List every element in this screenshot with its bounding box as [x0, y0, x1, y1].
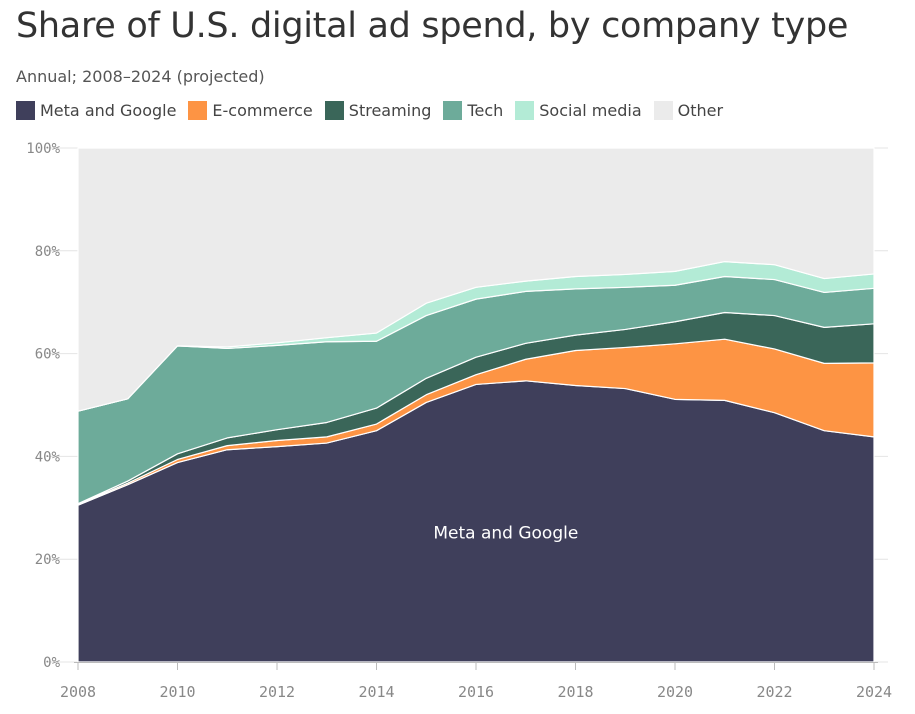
legend-label: Tech: [467, 101, 504, 120]
area-series: [77, 147, 875, 663]
x-axis: 2008 2010 2012 2014 2016 2018 2020 2022 2024: [60, 662, 892, 701]
y-tick-label: 100%: [26, 141, 60, 157]
x-tick-label: 2016: [458, 683, 494, 701]
y-tick-label: 0%: [43, 655, 60, 671]
legend-swatch: [16, 101, 35, 120]
legend-label: Streaming: [348, 101, 432, 120]
y-tick-label: 40%: [35, 449, 61, 465]
legend-label: E-commerce: [212, 101, 313, 120]
legend-swatch: [188, 101, 208, 120]
legend-label: Social media: [539, 101, 642, 120]
legend-item-other: Other: [653, 101, 724, 120]
y-tick-label: 60%: [35, 347, 61, 363]
legend-item-tech: Tech: [443, 101, 503, 120]
legend-swatch: [443, 101, 463, 120]
series-annotation-meta-and-google: Meta and Google: [433, 524, 578, 544]
chart-subtitle: Annual; 2008–2024 (projected): [16, 67, 265, 86]
legend-item-meta-and-google: Meta and Google: [16, 101, 176, 120]
x-tick-label: 2024: [856, 683, 892, 701]
legend-swatch: [324, 101, 344, 120]
legend-label: Other: [677, 101, 724, 120]
legend-item-social-media: Social media: [515, 101, 642, 120]
x-tick-label: 2020: [657, 683, 693, 701]
area-other: [77, 147, 875, 412]
x-tick-label: 2010: [159, 683, 195, 701]
legend-label: Meta and Google: [40, 101, 177, 120]
legend-item-e-commerce: E-commerce: [188, 101, 313, 120]
x-tick-label: 2012: [259, 683, 295, 701]
x-tick-label: 2022: [756, 683, 792, 701]
legend: Meta and Google E-commerce Streaming Tec…: [16, 101, 735, 120]
legend-swatch: [515, 101, 535, 120]
y-axis: 0% 20% 40% 60% 80% 100%: [26, 141, 60, 671]
x-tick-label: 2018: [557, 683, 593, 701]
legend-item-streaming: Streaming: [324, 101, 432, 120]
x-tick-label: 2014: [358, 683, 394, 701]
y-tick-label: 80%: [35, 244, 61, 260]
legend-swatch: [653, 101, 673, 120]
chart-title: Share of U.S. digital ad spend, by compa…: [16, 6, 849, 46]
y-tick-label: 20%: [35, 552, 61, 568]
x-tick-label: 2008: [60, 683, 96, 701]
